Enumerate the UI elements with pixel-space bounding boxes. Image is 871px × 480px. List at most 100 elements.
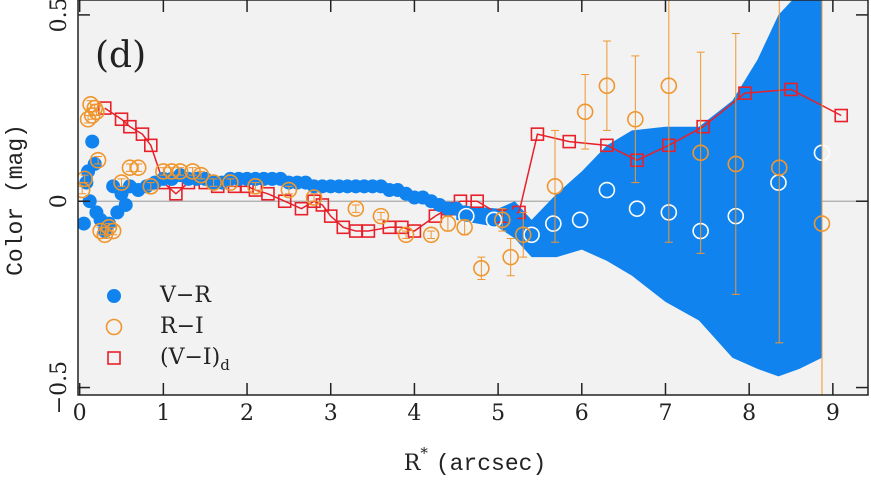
data-point xyxy=(485,211,503,229)
legend-marker xyxy=(105,318,123,336)
data-point xyxy=(135,127,150,141)
data-point xyxy=(163,163,181,180)
legend-label-text: V−R xyxy=(159,283,212,308)
x-tick-label: 6 xyxy=(575,401,589,426)
data-point xyxy=(155,163,172,180)
data-point xyxy=(630,153,644,168)
data-point xyxy=(129,159,147,176)
x-tick-label: 7 xyxy=(658,401,672,426)
data-point xyxy=(738,86,752,100)
data-point xyxy=(169,186,183,201)
x-tick-label: 3 xyxy=(324,401,338,426)
plot-frame xyxy=(77,0,869,396)
data-point xyxy=(600,138,614,153)
x-axis-label: R* (arcsec) xyxy=(404,444,547,477)
data-point xyxy=(486,209,501,224)
data-point xyxy=(523,226,540,244)
data-point xyxy=(571,211,589,229)
data-point xyxy=(397,226,415,244)
data-point xyxy=(277,194,292,209)
data-point xyxy=(546,178,564,195)
data-point xyxy=(696,119,710,134)
legend-marker xyxy=(107,351,121,365)
data-point xyxy=(458,207,475,225)
data-point xyxy=(88,103,105,121)
data-point xyxy=(598,181,616,199)
y-tick-label: 0.5 xyxy=(47,0,72,32)
x-tick-label: 4 xyxy=(407,401,421,426)
data-point xyxy=(78,170,93,188)
data-point xyxy=(114,112,129,127)
data-point xyxy=(121,159,139,176)
data-point xyxy=(323,209,338,223)
data-point xyxy=(142,178,160,195)
data-point xyxy=(627,110,644,128)
legend-label: (V−I)d xyxy=(160,345,230,374)
data-point xyxy=(834,108,849,123)
legend-label-text: (V−I) xyxy=(160,345,220,370)
data-point xyxy=(372,207,390,225)
data-point xyxy=(205,174,222,191)
data-point xyxy=(628,200,646,217)
data-point xyxy=(530,127,545,141)
data-point xyxy=(144,138,158,153)
data-point xyxy=(171,163,189,180)
data-point xyxy=(361,224,376,238)
data-point xyxy=(104,222,122,240)
data-point xyxy=(347,200,365,217)
data-point xyxy=(692,144,709,162)
data-point xyxy=(78,216,91,231)
data-point xyxy=(813,215,831,232)
data-point xyxy=(727,155,745,173)
x-tick-label: 8 xyxy=(742,401,756,426)
y-tick-label: −0.5 xyxy=(47,361,72,414)
data-point xyxy=(305,189,323,206)
plot-area xyxy=(78,0,868,395)
legend-label-text: R−I xyxy=(160,314,204,339)
data-point xyxy=(280,181,298,199)
data-point xyxy=(422,226,440,244)
data-point xyxy=(294,201,309,216)
data-point xyxy=(562,134,577,149)
x-tick-label: 1 xyxy=(156,401,170,426)
data-point xyxy=(470,194,484,209)
panel-label: (d) xyxy=(95,35,146,76)
data-point xyxy=(545,215,562,232)
data-point xyxy=(473,260,490,277)
data-point xyxy=(770,159,788,176)
data-point xyxy=(192,166,210,184)
data-point xyxy=(514,226,532,244)
data-point xyxy=(598,77,616,95)
data-point xyxy=(474,209,489,224)
x-axis-label-unit: (arcsec) xyxy=(436,451,546,477)
data-point xyxy=(89,151,107,169)
data-point xyxy=(493,211,511,229)
x-tick-label: 9 xyxy=(826,401,840,426)
data-point xyxy=(503,209,518,224)
data-point xyxy=(576,103,594,121)
legend-label-subscript: d xyxy=(220,356,230,374)
legend-marker xyxy=(107,289,121,303)
legend: V−R R−I (V−I)d xyxy=(105,283,230,374)
x-tick-label: 0 xyxy=(73,401,87,426)
data-point xyxy=(784,82,798,97)
data-point xyxy=(660,77,678,95)
data-point xyxy=(456,219,473,236)
data-point xyxy=(439,215,457,232)
y-tick-label: 0 xyxy=(47,194,72,208)
legend-label: V−R xyxy=(159,283,212,308)
x-tick-label: 5 xyxy=(491,401,505,426)
data-point xyxy=(502,248,519,266)
data-point xyxy=(118,197,133,212)
data-point xyxy=(123,119,137,134)
x-axis-label-symbol: R xyxy=(404,451,422,476)
data-point xyxy=(222,174,239,191)
y-axis-label: Color (mag) xyxy=(3,124,29,276)
axes: 0 1 2 3 4 5 6 7 8 9−0.500.5 xyxy=(47,0,868,426)
uncertainty-band xyxy=(456,0,822,377)
data-point xyxy=(247,178,264,195)
legend-label: R−I xyxy=(160,314,204,339)
data-point xyxy=(261,186,275,201)
x-tick-label: 2 xyxy=(240,401,254,426)
